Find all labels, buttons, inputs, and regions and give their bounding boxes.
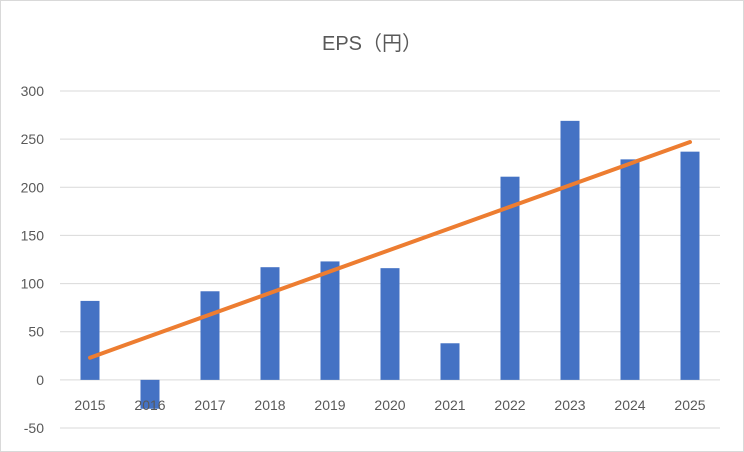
bar-2024	[620, 159, 640, 380]
trendline-layer	[88, 140, 692, 360]
bar-2020	[380, 268, 400, 380]
y-tick-label: 200	[21, 179, 45, 195]
bar-2016	[140, 379, 160, 409]
y-tick-label: 0	[36, 372, 44, 388]
bar-2019	[320, 261, 340, 380]
bar-2021	[440, 343, 460, 380]
bar-2025	[680, 151, 700, 380]
bar-2023	[560, 120, 580, 380]
x-tick-label: 2023	[554, 397, 585, 413]
y-tick-label: 250	[21, 131, 45, 147]
y-tick-label: 300	[21, 83, 45, 99]
x-tick-label: 2024	[614, 397, 645, 413]
bar-2015	[80, 300, 100, 380]
bar-2022	[500, 176, 520, 380]
x-tick-label: 2018	[254, 397, 285, 413]
y-tick-label: 100	[21, 276, 45, 292]
gridlines	[60, 90, 720, 429]
x-tick-label: 2025	[674, 397, 705, 413]
y-tick-label: -50	[24, 420, 44, 436]
chart-title: EPS（円）	[322, 32, 422, 55]
bar-series	[80, 120, 700, 409]
x-axis-tick-labels: 2015 2016 2017 2018 2019 2020 2021 2022 2023 2024…	[74, 397, 705, 413]
x-tick-label: 2019	[314, 397, 345, 413]
x-tick-label: 2021	[434, 397, 465, 413]
x-tick-label: 2017	[194, 397, 225, 413]
x-tick-label: 2015	[74, 397, 105, 413]
x-tick-label: 2022	[494, 397, 525, 413]
trendline	[88, 140, 692, 360]
x-tick-label: 2016	[134, 397, 165, 413]
x-tick-label: 2020	[374, 397, 405, 413]
y-tick-label: 50	[28, 324, 44, 340]
bar-2017	[200, 291, 220, 380]
y-axis-tick-labels: -50 0 50 100 150 200 250 300	[21, 83, 45, 436]
bar-2018	[260, 267, 280, 380]
y-tick-label: 150	[21, 227, 45, 243]
